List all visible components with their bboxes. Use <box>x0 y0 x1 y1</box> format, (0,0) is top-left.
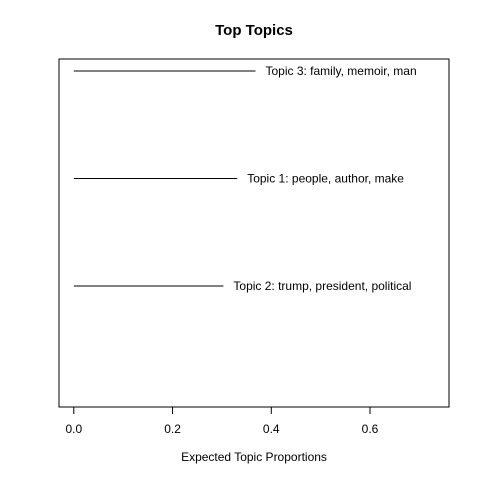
x-axis: 0.0 0.2 0.4 0.6 <box>65 406 379 436</box>
x-axis-label: Expected Topic Proportions <box>181 450 327 464</box>
topic-lines: Topic 3: family, memoir, man Topic 1: peo… <box>73 64 417 293</box>
x-tick-label: 0.2 <box>164 422 181 436</box>
x-tick-label: 0.6 <box>362 422 379 436</box>
chart-title: Top Topics <box>215 22 293 39</box>
topic-label: Topic 3: family, memoir, man <box>265 64 416 78</box>
x-tick-label: 0.4 <box>263 422 280 436</box>
plot-frame <box>58 58 450 408</box>
x-tick-label: 0.0 <box>65 422 82 436</box>
topic-label: Topic 1: people, author, make <box>247 172 404 186</box>
topic-label: Topic 2: trump, president, political <box>233 279 411 293</box>
